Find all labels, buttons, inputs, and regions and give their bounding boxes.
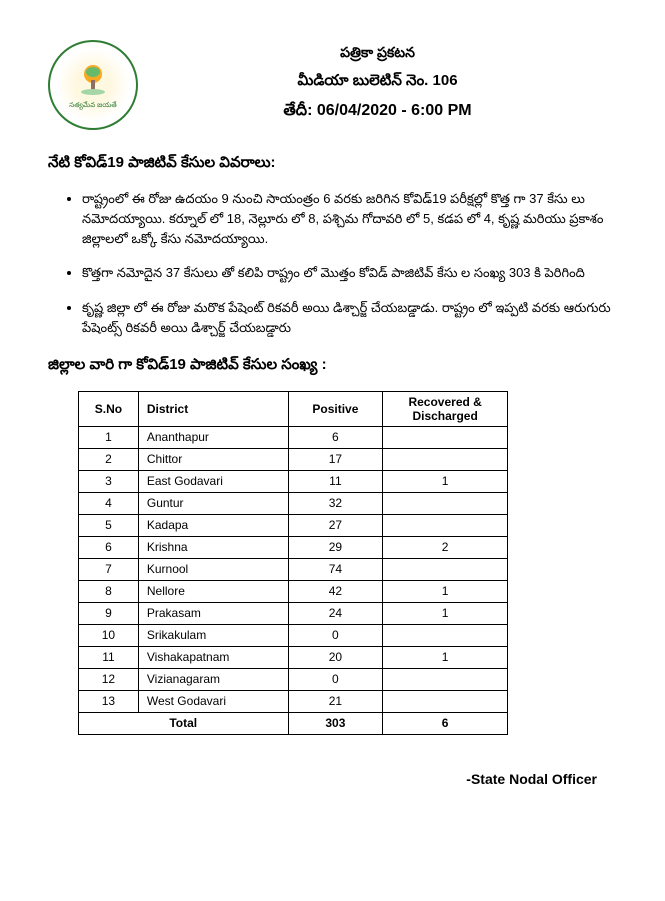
cell-sno: 6	[79, 536, 139, 558]
table-row: 3East Godavari111	[79, 470, 508, 492]
cell-district: Srikakulam	[138, 624, 288, 646]
cell-positive: 20	[288, 646, 383, 668]
cell-sno: 13	[79, 690, 139, 712]
district-table-container: S.No District Positive Recovered & Disch…	[48, 391, 617, 735]
cell-recovered	[383, 558, 508, 580]
cell-recovered	[383, 448, 508, 470]
cell-positive: 24	[288, 602, 383, 624]
cell-recovered	[383, 668, 508, 690]
cell-positive: 74	[288, 558, 383, 580]
cell-sno: 4	[79, 492, 139, 514]
cell-recovered	[383, 492, 508, 514]
cell-recovered: 1	[383, 602, 508, 624]
cell-positive: 11	[288, 470, 383, 492]
table-total-row: Total3036	[79, 712, 508, 734]
bullet-item: కృష్ణ జిల్లా లో ఈ రోజు మరొక పేషెంట్ రికవ…	[82, 298, 617, 338]
cell-positive: 17	[288, 448, 383, 470]
cell-district: Ananthapur	[138, 426, 288, 448]
cell-district: East Godavari	[138, 470, 288, 492]
cell-positive: 0	[288, 624, 383, 646]
cell-sno: 7	[79, 558, 139, 580]
table-row: 9Prakasam241	[79, 602, 508, 624]
cell-sno: 3	[79, 470, 139, 492]
cell-positive: 29	[288, 536, 383, 558]
cell-recovered: 1	[383, 646, 508, 668]
cell-positive: 42	[288, 580, 383, 602]
cell-recovered	[383, 514, 508, 536]
table-row: 7Kurnool74	[79, 558, 508, 580]
cell-district: Guntur	[138, 492, 288, 514]
cell-positive: 32	[288, 492, 383, 514]
cell-positive: 0	[288, 668, 383, 690]
table-row: 4Guntur32	[79, 492, 508, 514]
cell-district: Kadapa	[138, 514, 288, 536]
cases-details-heading: నేటి కోవిడ్19 పాజిటివ్ కేసుల వివరాలు:	[48, 154, 617, 175]
district-cases-table: S.No District Positive Recovered & Disch…	[78, 391, 508, 735]
cell-district: Vishakapatnam	[138, 646, 288, 668]
cell-recovered	[383, 624, 508, 646]
table-row: 8Nellore421	[79, 580, 508, 602]
cell-total-positive: 303	[288, 712, 383, 734]
bullet-item: రాష్ట్రంలో ఈ రోజు ఉదయం 9 నుంచి సాయంత్రం …	[82, 189, 617, 249]
col-header-positive: Positive	[288, 391, 383, 426]
cell-sno: 8	[79, 580, 139, 602]
table-row: 12Vizianagaram0	[79, 668, 508, 690]
cell-sno: 12	[79, 668, 139, 690]
press-release-label: పత్రికా ప్రకటన	[138, 44, 617, 64]
cell-positive: 21	[288, 690, 383, 712]
table-row: 10Srikakulam0	[79, 624, 508, 646]
govt-emblem: సత్యమేవ జయతే	[48, 40, 138, 130]
cell-recovered: 2	[383, 536, 508, 558]
emblem-motto: సత్యమేవ జయతే	[69, 102, 116, 111]
cell-sno: 9	[79, 602, 139, 624]
bulletin-number: మీడియా బులెటిన్ నెం. 106	[138, 72, 617, 93]
header-titles: పత్రికా ప్రకటన మీడియా బులెటిన్ నెం. 106 …	[138, 40, 617, 123]
cell-sno: 1	[79, 426, 139, 448]
cell-positive: 27	[288, 514, 383, 536]
cell-district: Chittor	[138, 448, 288, 470]
cell-recovered: 1	[383, 470, 508, 492]
col-header-sno: S.No	[79, 391, 139, 426]
cell-sno: 5	[79, 514, 139, 536]
district-cases-heading: జిల్లాల వారి గా కోవిడ్19 పాజిటివ్ కేసుల …	[48, 356, 617, 377]
cell-district: Kurnool	[138, 558, 288, 580]
table-row: 2Chittor17	[79, 448, 508, 470]
cell-total-label: Total	[79, 712, 289, 734]
cell-district: Prakasam	[138, 602, 288, 624]
table-row: 5Kadapa27	[79, 514, 508, 536]
cell-district: West Godavari	[138, 690, 288, 712]
cell-district: Krishna	[138, 536, 288, 558]
document-header: సత్యమేవ జయతే పత్రికా ప్రకటన మీడియా బులెట…	[48, 40, 617, 130]
cell-total-recovered: 6	[383, 712, 508, 734]
table-row: 13West Godavari21	[79, 690, 508, 712]
cell-positive: 6	[288, 426, 383, 448]
cell-district: Nellore	[138, 580, 288, 602]
bullet-list: రాష్ట్రంలో ఈ రోజు ఉదయం 9 నుంచి సాయంత్రం …	[48, 189, 617, 338]
cell-sno: 11	[79, 646, 139, 668]
cell-recovered	[383, 690, 508, 712]
table-row: 1Ananthapur6	[79, 426, 508, 448]
bulletin-date: తేదీ: 06/04/2020 - 6:00 PM	[138, 101, 617, 123]
table-row: 11Vishakapatnam201	[79, 646, 508, 668]
cell-sno: 2	[79, 448, 139, 470]
emblem-tree-icon	[73, 60, 113, 100]
cell-sno: 10	[79, 624, 139, 646]
cell-recovered: 1	[383, 580, 508, 602]
col-header-recovered: Recovered & Discharged	[383, 391, 508, 426]
bullet-item: కొత్తగా నమోదైన 37 కేసులు తో కలిపి రాష్ట్…	[82, 263, 617, 283]
col-header-district: District	[138, 391, 288, 426]
table-row: 6Krishna292	[79, 536, 508, 558]
signature-line: -State Nodal Officer	[48, 771, 617, 787]
cell-district: Vizianagaram	[138, 668, 288, 690]
table-header-row: S.No District Positive Recovered & Disch…	[79, 391, 508, 426]
cell-recovered	[383, 426, 508, 448]
